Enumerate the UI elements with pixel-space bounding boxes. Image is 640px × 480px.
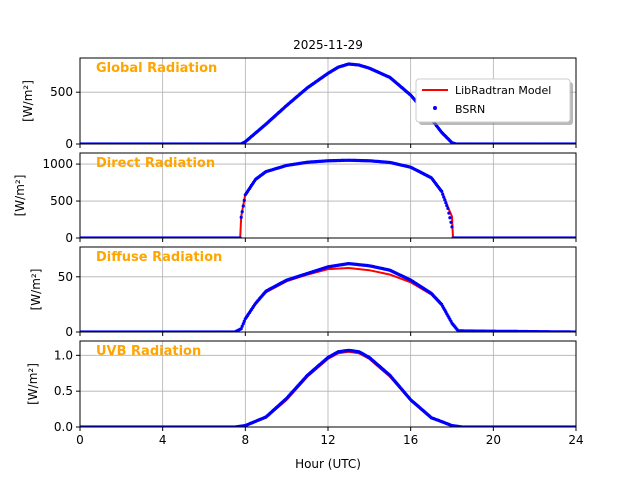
- panel-2-ytick-label-2: 1000: [42, 157, 73, 171]
- panel-1-ylabel: [W/m²]: [21, 80, 35, 122]
- figure-title: 2025-11-29: [293, 38, 363, 52]
- panel-3: 0 50 Diffuse Radiation [W/m²]: [29, 246, 577, 339]
- panel-2-bsrn-point-159: [242, 198, 246, 202]
- panel-2-bsrn-point-156: [239, 215, 243, 219]
- panel-2-bsrn-point-360: [450, 225, 454, 229]
- x-tick-label-1: 4: [159, 433, 167, 447]
- x-axis-label: Hour (UTC): [295, 457, 361, 471]
- panel-3-ytick-label-0: 0: [65, 325, 73, 339]
- panel-4-ytick-label-2: 1.0: [54, 348, 73, 362]
- panel-4-ytick-label-1: 0.5: [54, 384, 73, 398]
- panel-3-bsrn-point-159: [242, 319, 246, 323]
- panel-3-title: Diffuse Radiation: [96, 250, 222, 265]
- x-tick-label-6: 24: [568, 433, 583, 447]
- panel-2-bsrn-point-158: [241, 204, 245, 208]
- panel-4-title: UVB Radiation: [96, 344, 201, 359]
- panel-2-bsrn-point-358: [448, 216, 452, 220]
- panel-2: 0 500 1000 Direct Radiation [W/m²]: [13, 152, 577, 245]
- panel-2-bsrn-point-157: [240, 210, 244, 214]
- legend-bsrn-swatch: [433, 106, 437, 110]
- x-tick-label-3: 12: [320, 433, 335, 447]
- panel-2-bsrn-point-355: [445, 204, 449, 208]
- panel-3-bsrn-point-157: [240, 324, 244, 328]
- panel-3-ytick-label-1: 50: [58, 270, 73, 284]
- panel-2-bsrn-point-352: [442, 195, 446, 199]
- panel-3-ylabel: [W/m²]: [29, 269, 43, 311]
- panel-2-bsrn-point-350: [440, 189, 444, 193]
- panel-2-ytick-label-0: 0: [65, 231, 73, 245]
- x-tick-label-2: 8: [242, 433, 250, 447]
- panel-2-bsrn-point-353: [443, 198, 447, 202]
- panel-4-ytick-label-0: 0.0: [54, 420, 73, 434]
- panel-1-ytick-label-0: 0: [65, 137, 73, 151]
- panel-2-bsrn-point-351: [441, 192, 445, 196]
- panel-4: 0.0 0.5 1.0 0 4 8 12 16 20 24 UVB Radiation [W/m²]: [26, 340, 584, 447]
- panel-4-ylabel: [W/m²]: [26, 363, 40, 405]
- panel-2-ylabel: [W/m²]: [13, 175, 27, 217]
- legend-model-label: LibRadtran Model: [455, 84, 551, 97]
- legend: LibRadtran Model BSRN: [415, 78, 573, 125]
- panel-2-title: Direct Radiation: [96, 156, 215, 171]
- x-tick-label-0: 0: [76, 433, 84, 447]
- panel-3-bsrn-point-158: [241, 322, 245, 326]
- legend-bsrn-label: BSRN: [455, 103, 485, 116]
- panel-2-bsrn-point-357: [447, 211, 451, 215]
- panel-1: 0 500 Global Radiation [W/m²]: [21, 57, 577, 151]
- panel-1-title: Global Radiation: [96, 61, 217, 76]
- panel-2-bsrn-point-356: [446, 206, 450, 210]
- panel-2-bsrn-point-354: [444, 201, 448, 205]
- legend-frame: [415, 78, 571, 123]
- panel-1-ytick-label-1: 500: [50, 85, 73, 99]
- x-tick-label-4: 16: [403, 433, 418, 447]
- x-tick-label-5: 20: [486, 433, 501, 447]
- panel-2-bsrn-point-359: [449, 220, 453, 224]
- panel-2-ytick-label-1: 500: [50, 194, 73, 208]
- panel-3-bsrn-point-156: [239, 327, 243, 331]
